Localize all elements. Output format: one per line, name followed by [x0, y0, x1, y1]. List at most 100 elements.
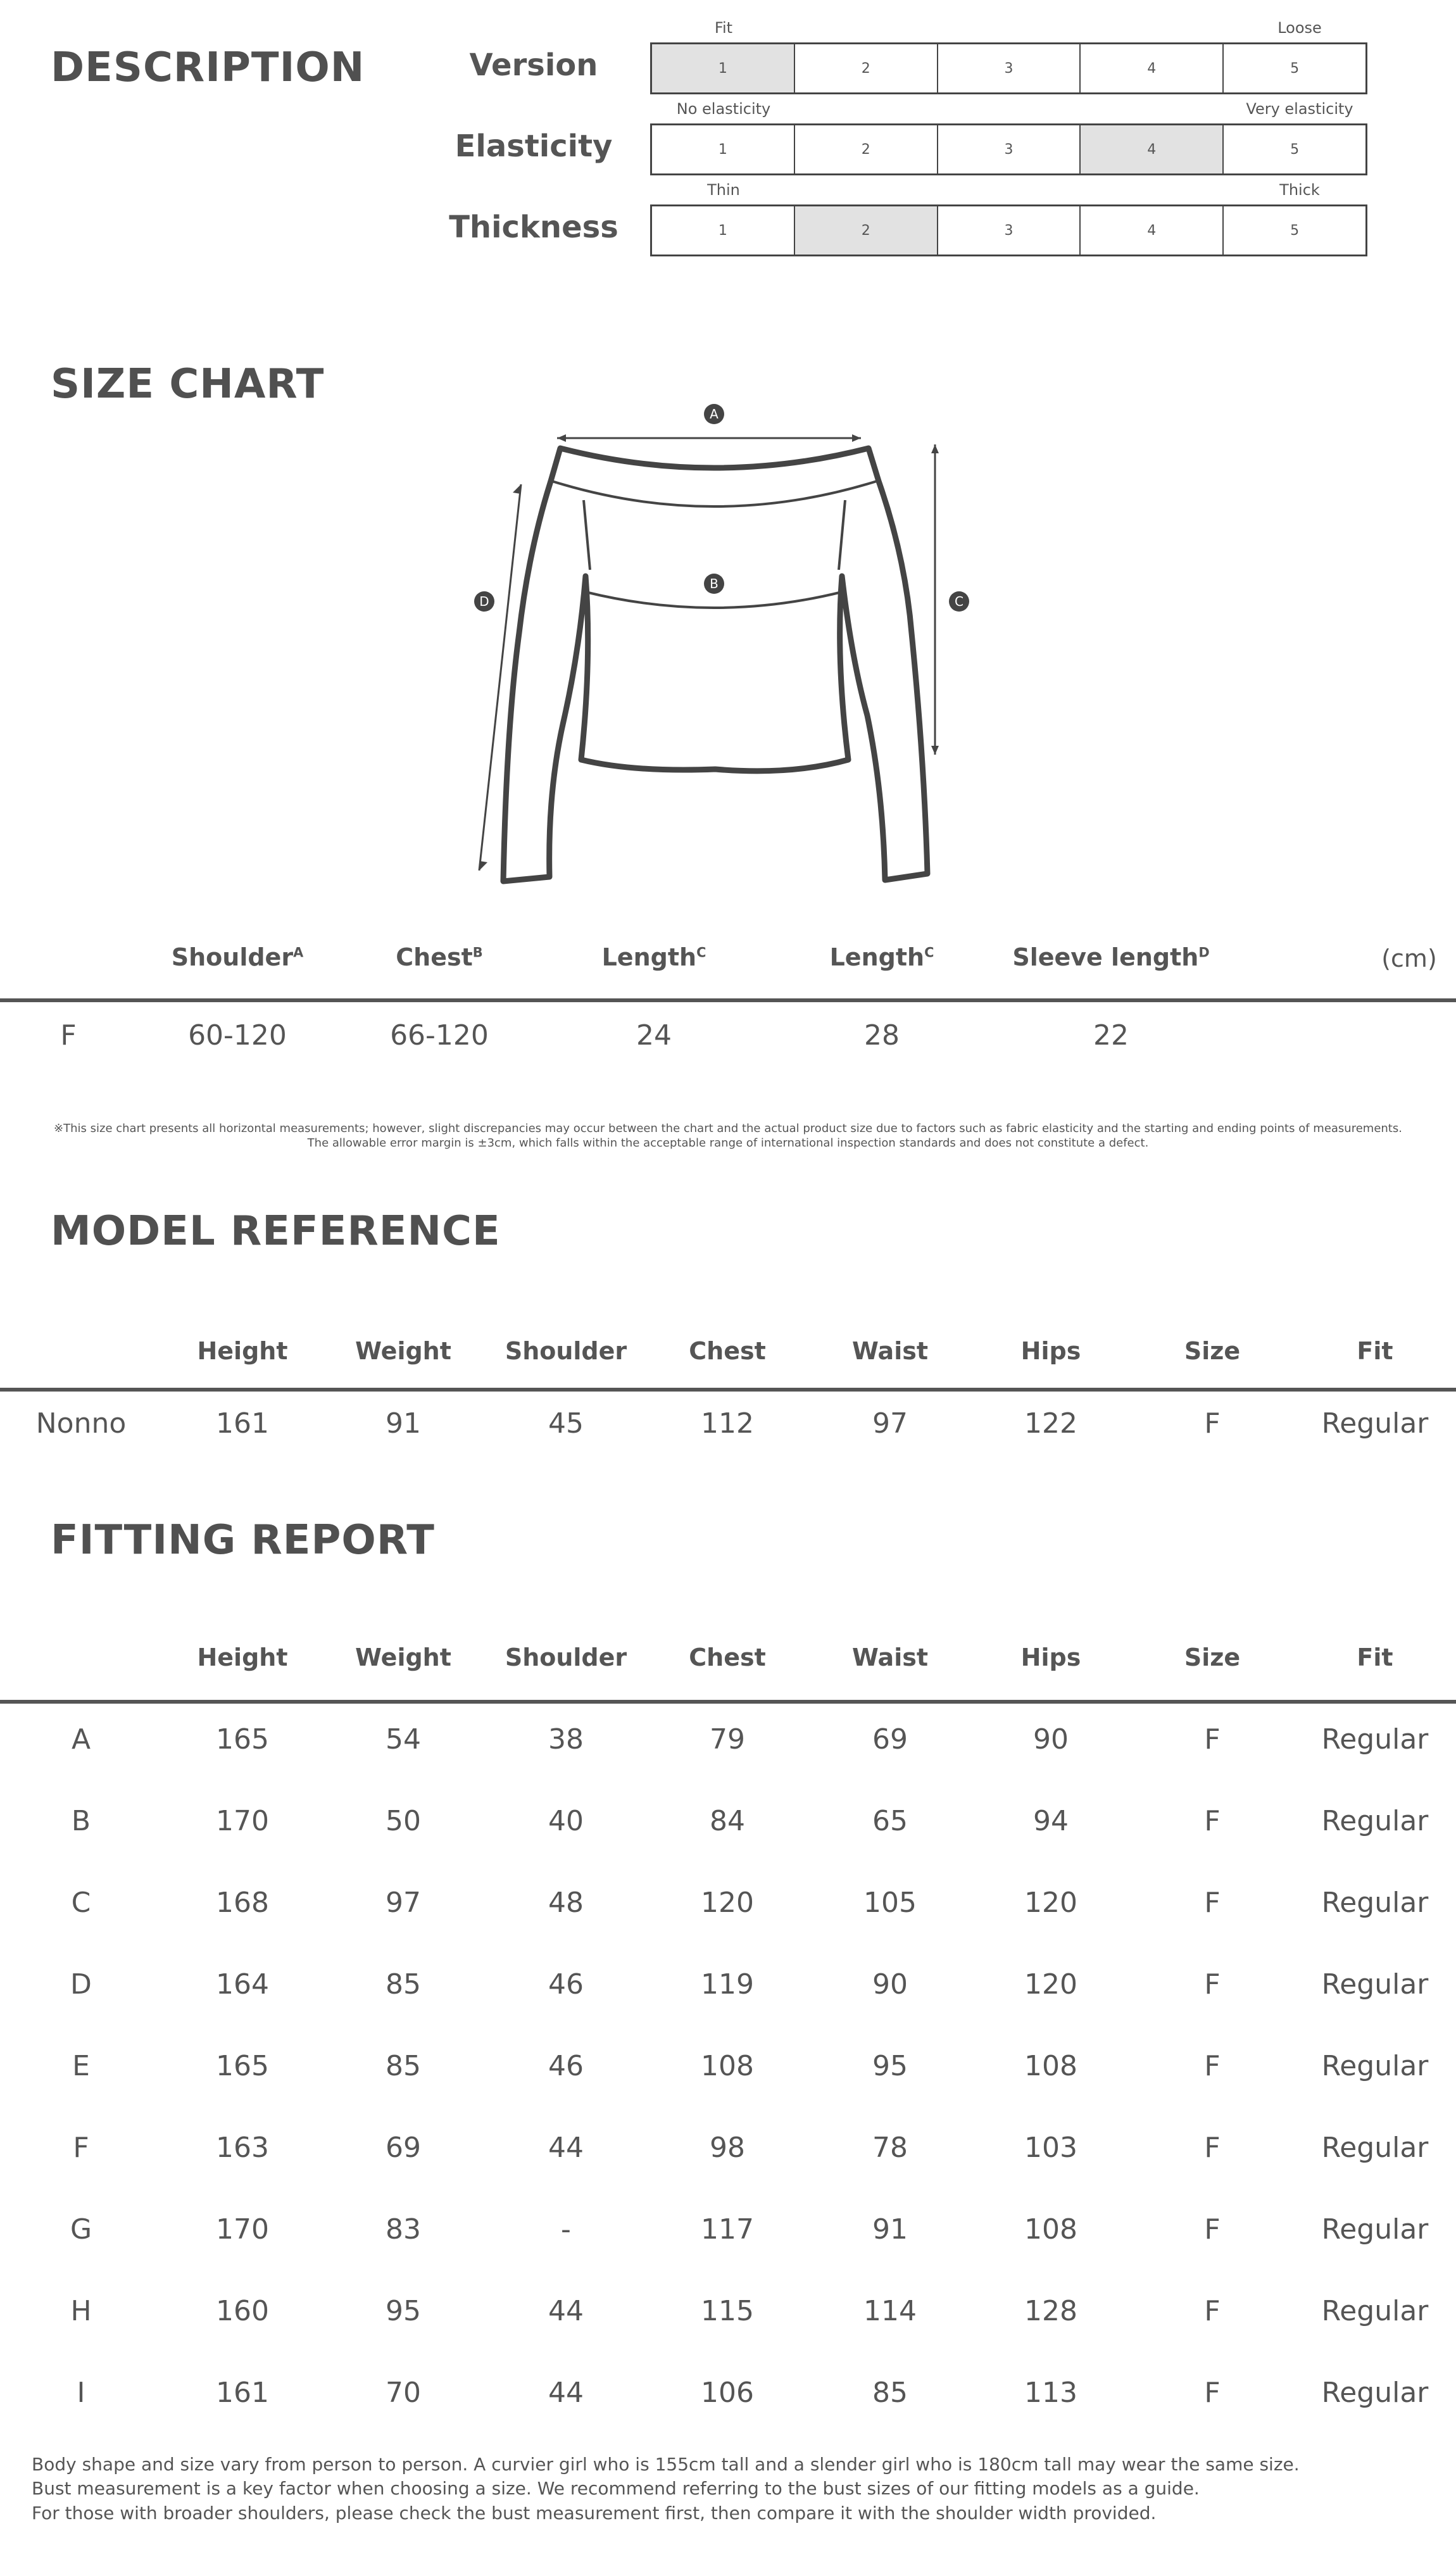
size-note-line2: The allowable error margin is ±3cm, whic…	[307, 1136, 1149, 1150]
table-cell: Nonno	[35, 1407, 127, 1440]
table-cell: 115	[701, 2295, 754, 2327]
scale-option: 1	[652, 44, 795, 92]
table-cell: 161	[216, 1407, 269, 1440]
table-cell: 160	[216, 2295, 269, 2327]
scale-option: 1	[652, 206, 795, 255]
size-header: Sleeve lengthD	[984, 943, 1238, 971]
size-cell: 66-120	[390, 1019, 489, 1052]
marker-c: C	[955, 594, 963, 609]
table-header: Chest	[689, 1644, 766, 1671]
table-cell: 165	[216, 2050, 269, 2082]
size-header-label: Chest	[396, 943, 473, 971]
table-cell: 40	[548, 1805, 584, 1837]
table-cell: 122	[1024, 1407, 1077, 1440]
table-cell: F	[1204, 2295, 1221, 2327]
size-cell: 60-120	[188, 1019, 287, 1052]
scale-option: 4	[1081, 44, 1224, 92]
table-cell: Regular	[1321, 1887, 1429, 1919]
size-cell: F	[60, 1019, 77, 1052]
table-cell: 163	[216, 2132, 269, 2164]
scale-label-elasticity: Elasticity	[455, 129, 613, 164]
table-header: Height	[197, 1644, 288, 1671]
table-cell: 84	[710, 1805, 745, 1837]
table-cell: 69	[872, 1723, 908, 1756]
scale-option: 5	[1290, 141, 1300, 158]
table-cell: 46	[548, 1968, 584, 2001]
table-cell: 45	[548, 1407, 584, 1440]
scale-option: 2	[795, 125, 938, 173]
table-cell: Regular	[1321, 1407, 1429, 1440]
model-reference-title: MODEL REFERENCE	[51, 1208, 501, 1255]
table-header: Chest	[689, 1337, 766, 1365]
table-cell: 50	[386, 1805, 421, 1837]
table-cell: F	[1204, 1887, 1221, 1919]
table-cell: F	[1204, 1723, 1221, 1756]
neckline-band	[551, 480, 877, 508]
table-cell: 103	[1024, 2132, 1077, 2164]
fitting-report-title: FITTING REPORT	[51, 1517, 435, 1564]
table-cell: Regular	[1321, 2132, 1429, 2164]
scale-left-label: No elasticity	[676, 100, 771, 118]
table-cell: 108	[701, 2050, 754, 2082]
table-cell: I	[77, 2377, 85, 2409]
size-cell: 28	[864, 1019, 900, 1052]
table-cell: 113	[1024, 2377, 1077, 2409]
table-cell: G	[70, 2213, 92, 2246]
table-header: Hips	[1020, 1644, 1081, 1671]
table-header: Weight	[355, 1337, 451, 1365]
size-header-label: Length	[829, 943, 925, 971]
table-cell: 164	[216, 1968, 269, 2001]
table-cell: Regular	[1321, 1805, 1429, 1837]
table-cell: 168	[216, 1887, 269, 1919]
table-header: Size	[1184, 1337, 1241, 1365]
scale-left-label: Fit	[714, 19, 733, 37]
table-cell: 90	[1033, 1723, 1069, 1756]
table-cell: 108	[1024, 2213, 1077, 2246]
table-cell: 97	[386, 1887, 421, 1919]
table-cell: A	[71, 1723, 91, 1756]
footer-line-3: For those with broader shoulders, please…	[32, 2503, 1157, 2524]
table-cell: 108	[1024, 2050, 1077, 2082]
table-header: Hips	[1020, 1337, 1081, 1365]
table-cell: 83	[386, 2213, 421, 2246]
scale-option: 4	[1081, 125, 1224, 173]
size-chart-title: SIZE CHART	[51, 361, 325, 408]
scale-option: 3	[938, 125, 1081, 173]
table-cell: F	[1204, 1968, 1221, 2001]
table-cell: F	[73, 2132, 89, 2164]
scale-right-label: Loose	[1277, 19, 1322, 37]
footer-line-1: Body shape and size vary from person to …	[32, 2454, 1300, 2475]
table-cell: D	[70, 1968, 92, 2001]
size-table-divider	[0, 998, 1456, 1002]
table-cell: 65	[872, 1805, 908, 1837]
table-cell: B	[71, 1805, 91, 1837]
table-cell: F	[1204, 1407, 1221, 1440]
size-cell: 24	[636, 1019, 672, 1052]
table-cell: Regular	[1321, 1968, 1429, 2001]
table-cell: H	[70, 2295, 92, 2327]
table-cell: Regular	[1321, 2295, 1429, 2327]
scale-option: 5	[1290, 60, 1300, 77]
table-cell: 114	[863, 2295, 917, 2327]
table-cell: 85	[872, 2377, 908, 2409]
table-cell: 44	[548, 2377, 584, 2409]
table-cell: 78	[872, 2132, 908, 2164]
table-cell: Regular	[1321, 2377, 1429, 2409]
table-divider	[0, 1388, 1456, 1392]
scale-option: 1	[652, 125, 795, 173]
garment-diagram: A B C D	[474, 404, 969, 884]
table-cell: 97	[872, 1407, 908, 1440]
table-header: Fit	[1357, 1644, 1393, 1671]
table-cell: 95	[386, 2295, 421, 2327]
marker-d: D	[479, 594, 489, 609]
scale-label-version: Version	[469, 47, 598, 83]
chest-line	[585, 591, 843, 609]
size-header-marker: A	[293, 945, 304, 960]
scale-right-label: Thick	[1279, 181, 1320, 199]
table-cell: 38	[548, 1723, 584, 1756]
table-cell: 106	[701, 2377, 754, 2409]
size-header-label: Shoulder	[171, 943, 294, 971]
table-cell: 120	[701, 1887, 754, 1919]
table-cell: 161	[216, 2377, 269, 2409]
